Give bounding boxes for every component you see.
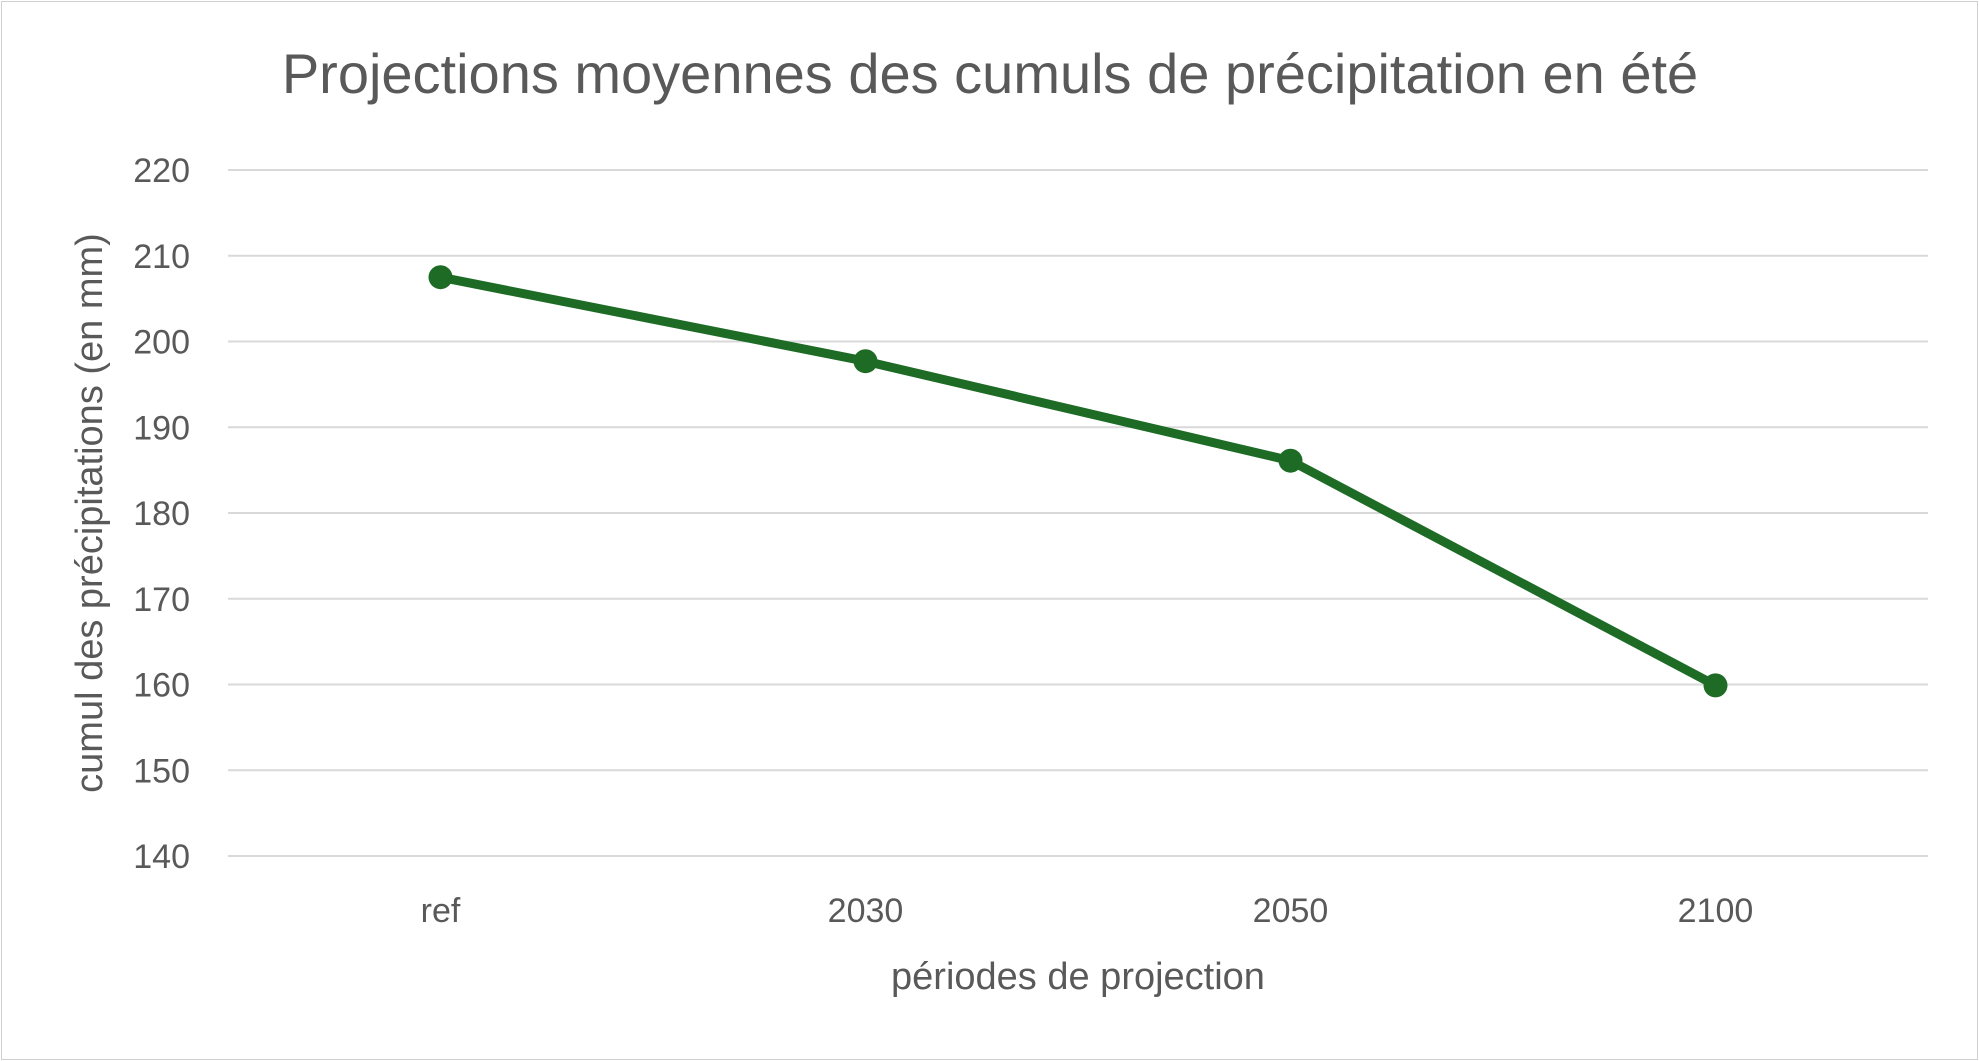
x-tick-label: 2100	[1678, 892, 1754, 930]
y-axis-title: cumul des précipitations (en mm)	[69, 233, 111, 793]
x-tick-label: 2030	[828, 892, 904, 930]
x-axis-title: périodes de projection	[891, 956, 1265, 998]
series-line	[436, 272, 1720, 690]
data-point	[853, 349, 878, 374]
x-tick-label: ref	[421, 892, 461, 930]
y-axis-tick-labels: 140 150 160 170 180 190 200 210 220	[133, 152, 190, 876]
x-axis-tick-labels: ref 2030 2050 2100	[421, 892, 1754, 930]
data-point	[428, 265, 453, 290]
y-tick-label: 200	[133, 324, 190, 362]
y-tick-label: 190	[133, 409, 190, 447]
y-tick-label: 220	[133, 152, 190, 190]
y-tick-label: 160	[133, 667, 190, 705]
data-point	[1703, 673, 1728, 698]
series-layer	[428, 265, 1728, 698]
x-tick-label: 2050	[1253, 892, 1329, 930]
gridlines	[228, 169, 1928, 857]
y-tick-label: 180	[133, 495, 190, 533]
y-tick-label: 170	[133, 581, 190, 619]
chart-title: Projections moyennes des cumuls de préci…	[282, 42, 1698, 105]
data-point	[1278, 448, 1303, 473]
y-tick-label: 210	[133, 238, 190, 276]
y-tick-label: 140	[133, 838, 190, 876]
y-tick-label: 150	[133, 752, 190, 790]
